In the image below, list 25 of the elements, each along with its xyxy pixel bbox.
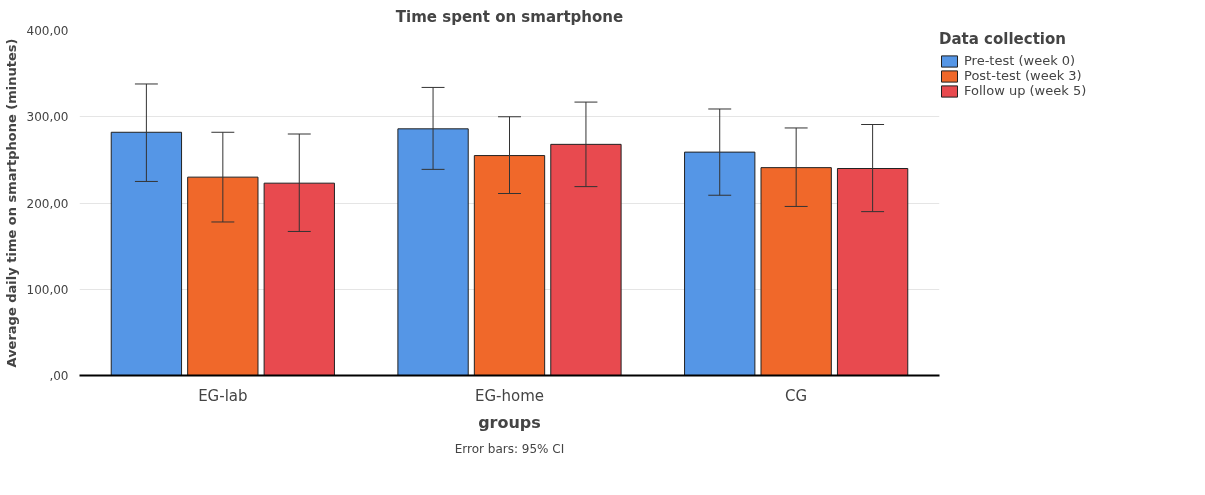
y-tick-label: 300,00 <box>26 110 69 125</box>
legend-label: Pre-test (week 0) <box>964 53 1076 68</box>
bar <box>397 128 469 376</box>
bar <box>263 182 335 376</box>
legend-title: Data collection <box>939 30 1067 48</box>
x-axis-title: groups <box>478 412 541 432</box>
x-tick-label: EG-lab <box>198 386 248 405</box>
y-tick-label: 200,00 <box>26 196 69 211</box>
legend-label: Post-test (week 3) <box>964 68 1082 83</box>
y-tick-label: ,00 <box>49 369 69 383</box>
x-tick-label: CG <box>785 386 808 405</box>
y-tick-label: 400,00 <box>26 24 69 38</box>
bar <box>110 131 183 376</box>
y-tick-label: 100,00 <box>26 282 69 297</box>
x-tick-label: EG-home <box>474 386 545 405</box>
y-axis-title: Average daily time on smartphone (minutes) <box>3 38 19 368</box>
bar <box>836 168 909 376</box>
bar <box>550 143 622 376</box>
bar <box>473 155 546 376</box>
text: Error bars: 95% CI <box>454 441 565 456</box>
bar <box>187 176 259 376</box>
chart-title: Time spent on smartphone <box>395 7 624 26</box>
bar <box>684 151 756 376</box>
legend-label: Follow up (week 5) <box>964 83 1087 98</box>
bar <box>760 167 832 376</box>
